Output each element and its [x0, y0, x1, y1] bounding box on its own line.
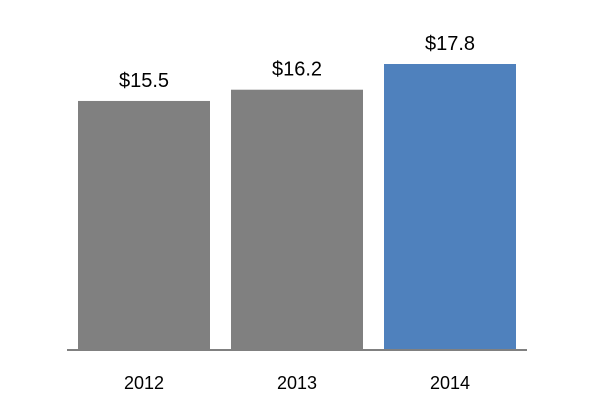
- data-label-2012: $15.5: [119, 70, 169, 92]
- bars-group: [78, 64, 516, 351]
- data-labels-group: $15.5 $16.2 $17.8: [119, 33, 475, 92]
- x-tick-label-2013: 2013: [277, 373, 317, 393]
- bar-2014: [384, 64, 516, 350]
- data-label-2013: $16.2: [272, 59, 322, 81]
- bar-2013: [231, 89, 363, 351]
- x-tick-labels-group: 2012 2013 2014: [124, 373, 470, 393]
- bar-2012: [78, 100, 210, 351]
- x-tick-label-2012: 2012: [124, 373, 164, 393]
- data-label-2014: $17.8: [425, 33, 475, 55]
- x-tick-label-2014: 2014: [430, 373, 470, 393]
